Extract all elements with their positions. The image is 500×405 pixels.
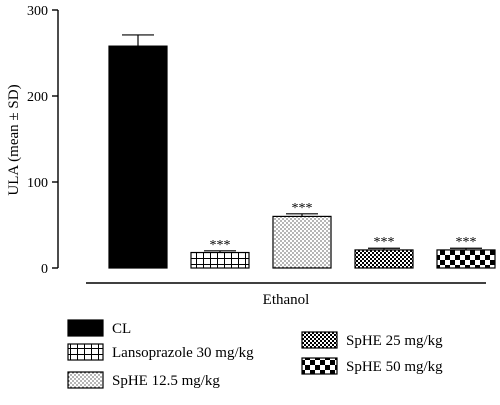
legend-swatch: [301, 331, 338, 349]
legend-label: CL: [112, 321, 131, 337]
y-tick-label: 0: [41, 262, 48, 277]
legend: CL Lansoprazole 30 mg/kg SpHE 12.5 mg/kg Sp…: [67, 319, 443, 389]
legend-swatch: [67, 319, 104, 337]
legend-label: SpHE 50 mg/kg: [346, 359, 443, 375]
legend-label: SpHE 12.5 mg/kg: [112, 373, 220, 389]
y-tick-label: 300: [27, 4, 48, 19]
y-tick-label: 200: [27, 90, 48, 105]
significance-label: ***: [374, 235, 395, 250]
legend-label: Lansoprazole 30 mg/kg: [112, 345, 254, 361]
bar: [108, 45, 168, 269]
legend-label: SpHE 25 mg/kg: [346, 333, 443, 349]
legend-swatch: [67, 343, 104, 361]
y-axis-title: ULA (mean ± SD): [6, 84, 22, 195]
legend-swatch: [67, 371, 104, 389]
bar: [354, 249, 414, 269]
significance-label: ***: [210, 238, 231, 253]
bars-group: *** *** *** ***: [108, 34, 496, 269]
significance-label: ***: [456, 235, 477, 250]
axes: 0 100 200 300: [27, 4, 59, 277]
bar: [190, 251, 250, 269]
bar: [272, 215, 332, 269]
y-tick-label: 100: [27, 176, 48, 191]
significance-label: ***: [292, 201, 313, 216]
x-axis-title: Ethanol: [263, 292, 310, 308]
legend-swatch: [301, 357, 338, 375]
bar: [436, 249, 496, 269]
